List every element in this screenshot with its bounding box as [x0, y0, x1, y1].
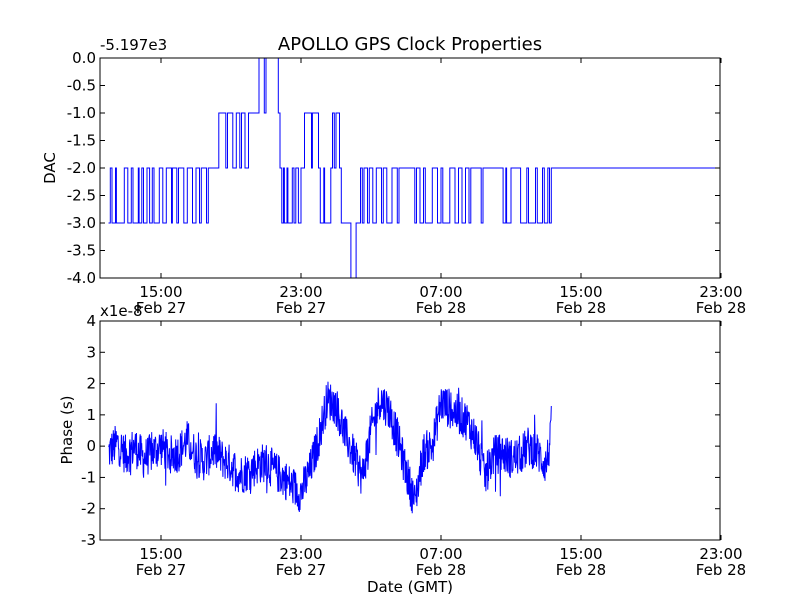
x-tick-label-time: 15:00 — [559, 283, 602, 301]
y-tick-label: -4.0 — [67, 269, 96, 287]
phase-x-axis-label: Date (GMT) — [367, 578, 453, 596]
phase-panel: x1e-8 Phase (s) Date (GMT) 4 3 2 1 0 -1 -2 -3 15… — [58, 302, 746, 596]
y-tick-label: -2.5 — [67, 187, 96, 205]
plot-frame — [99, 320, 721, 541]
y-tick-label: -3.5 — [67, 242, 96, 260]
dac-offset-text: -5.197e3 — [100, 36, 167, 54]
x-tick-label-date: Feb 28 — [416, 299, 466, 317]
y-tick-label: -3.0 — [67, 214, 96, 232]
x-tick-label-time: 23:00 — [699, 545, 742, 563]
dac-panel: APOLLO GPS Clock Properties -5.197e3 DAC… — [41, 34, 746, 317]
phase-y-axis-label: Phase (s) — [58, 395, 76, 464]
x-tick-label-date: Feb 28 — [556, 299, 606, 317]
y-tick-label: 4 — [86, 312, 96, 330]
x-tick-label-date: Feb 28 — [696, 561, 746, 579]
x-tick-label-time: 15:00 — [559, 545, 602, 563]
x-tick-label-time: 07:00 — [419, 545, 462, 563]
y-tick-label: 1 — [86, 406, 96, 424]
x-tick-label-time: 23:00 — [279, 545, 322, 563]
dac-plot-area: 0.0 -0.5 -1.0 -1.5 -2.0 -2.5 -3.0 -3.5 -4.0 15:00… — [67, 49, 746, 317]
y-tick-label: -3 — [81, 531, 96, 549]
x-tick-label-date: Feb 28 — [416, 561, 466, 579]
x-tick-label-time: 07:00 — [419, 283, 462, 301]
y-tick-label: 2 — [86, 375, 96, 393]
y-tick-label: -1.0 — [67, 104, 96, 122]
x-tick-label-date: Feb 27 — [276, 561, 326, 579]
phase-offset-text: x1e-8 — [100, 302, 143, 320]
dac-series-line — [108, 57, 720, 279]
x-tick-label-date: Feb 27 — [276, 299, 326, 317]
x-tick-label-time: 15:00 — [139, 283, 182, 301]
x-tick-label-time: 15:00 — [139, 545, 182, 563]
x-tick-label-time: 23:00 — [279, 283, 322, 301]
phase-series-line — [108, 381, 552, 514]
y-tick-label: -2.0 — [67, 159, 96, 177]
x-tick-label-time: 23:00 — [699, 283, 742, 301]
y-tick-label: 0 — [86, 437, 96, 455]
y-tick-label: -2 — [81, 500, 96, 518]
y-tick-label: -1 — [81, 468, 96, 486]
y-tick-label: -0.5 — [67, 77, 96, 95]
x-tick-label-date: Feb 28 — [556, 561, 606, 579]
y-tick-label: 0.0 — [72, 49, 96, 67]
x-tick-label-date: Feb 27 — [136, 299, 186, 317]
chart-title: APOLLO GPS Clock Properties — [278, 34, 542, 55]
x-tick-label-date: Feb 27 — [136, 561, 186, 579]
y-tick-label: -1.5 — [67, 132, 96, 150]
x-tick-label-date: Feb 28 — [696, 299, 746, 317]
dac-y-axis-label: DAC — [41, 152, 59, 184]
y-tick-label: 3 — [86, 343, 96, 361]
